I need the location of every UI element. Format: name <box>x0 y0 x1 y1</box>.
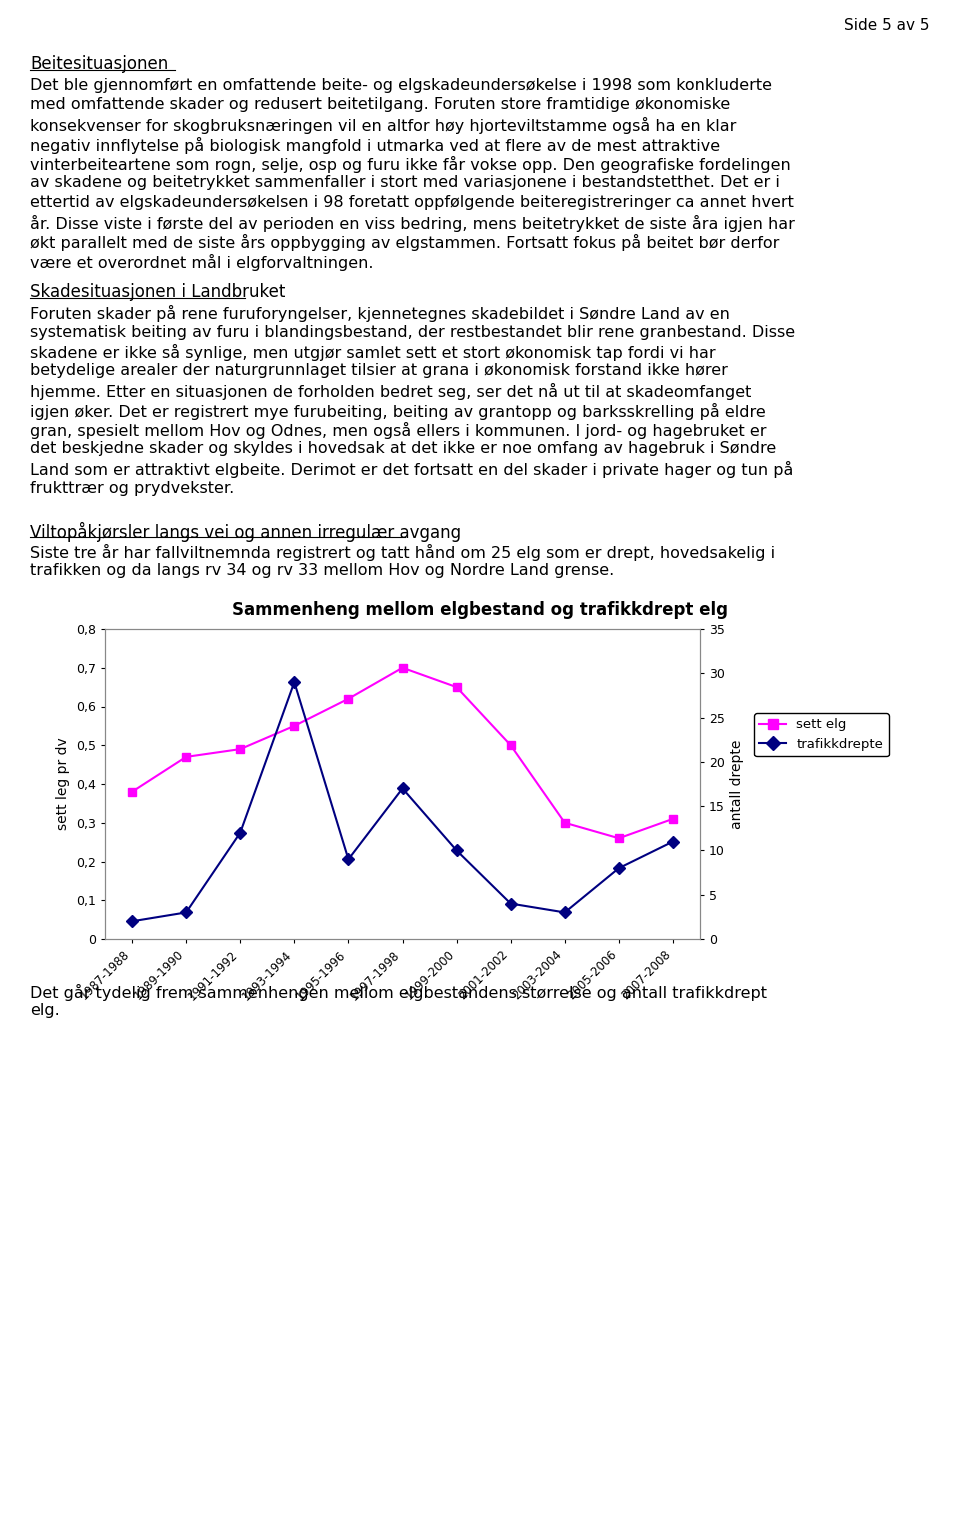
Y-axis label: antall drepte: antall drepte <box>731 740 744 829</box>
Text: vinterbeiteartene som rogn, selje, osp og furu ikke får vokse opp. Den geografis: vinterbeiteartene som rogn, selje, osp o… <box>30 156 791 172</box>
Text: Land som er attraktivt elgbeite. Derimot er det fortsatt en del skader i private: Land som er attraktivt elgbeite. Derimot… <box>30 461 793 478</box>
Text: Det ble gjennomført en omfattende beite- og elgskadeundersøkelse i 1998 som konk: Det ble gjennomført en omfattende beite-… <box>30 79 772 92</box>
Legend: sett elg, trafikkdrepte: sett elg, trafikkdrepte <box>755 713 889 756</box>
Text: gran, spesielt mellom Hov og Odnes, men også ellers i kommunen. I jord- og hageb: gran, spesielt mellom Hov og Odnes, men … <box>30 422 766 439</box>
Text: negativ innflytelse på biologisk mangfold i utmarka ved at flere av de mest attr: negativ innflytelse på biologisk mangfol… <box>30 136 720 153</box>
Text: Beitesituasjonen: Beitesituasjonen <box>30 54 168 73</box>
Text: det beskjedne skader og skyldes i hovedsak at det ikke er noe omfang av hagebruk: det beskjedne skader og skyldes i hoveds… <box>30 442 777 457</box>
Text: Foruten skader på rene furuforyngelser, kjennetegnes skadebildet i Søndre Land a: Foruten skader på rene furuforyngelser, … <box>30 306 730 322</box>
Text: frukttrær og prydvekster.: frukttrær og prydvekster. <box>30 481 234 495</box>
Text: hjemme. Etter en situasjonen de forholden bedret seg, ser det nå ut til at skade: hjemme. Etter en situasjonen de forholde… <box>30 383 752 399</box>
Text: av skadene og beitetrykket sammenfaller i stort med variasjonene i bestandstetth: av skadene og beitetrykket sammenfaller … <box>30 176 780 191</box>
Text: skadene er ikke så synlige, men utgjør samlet sett et stort økonomisk tap fordi : skadene er ikke så synlige, men utgjør s… <box>30 343 715 362</box>
Text: Siste tre år har fallviltnemnda registrert og tatt hånd om 25 elg som er drept, : Siste tre år har fallviltnemnda registre… <box>30 545 775 561</box>
Text: trafikken og da langs rv 34 og rv 33 mellom Hov og Nordre Land grense.: trafikken og da langs rv 34 og rv 33 mel… <box>30 563 614 578</box>
Text: Viltopåkjørsler langs vei og annen irregulær avgang: Viltopåkjørsler langs vei og annen irreg… <box>30 522 461 542</box>
Text: Skadesituasjonen i Landbruket: Skadesituasjonen i Landbruket <box>30 283 285 301</box>
Text: økt parallelt med de siste års oppbygging av elgstammen. Fortsatt fokus på beite: økt parallelt med de siste års oppbyggin… <box>30 235 780 251</box>
Text: Side 5 av 5: Side 5 av 5 <box>845 18 930 33</box>
Text: elg.: elg. <box>30 1003 60 1018</box>
Text: år. Disse viste i første del av perioden en viss bedring, mens beitetrykket de s: år. Disse viste i første del av perioden… <box>30 215 795 231</box>
Text: være et overordnet mål i elgforvaltningen.: være et overordnet mål i elgforvaltninge… <box>30 254 373 271</box>
Text: ettertid av elgskadeundersøkelsen i 98 foretatt oppfølgende beiteregistreringer : ettertid av elgskadeundersøkelsen i 98 f… <box>30 195 794 210</box>
Text: systematisk beiting av furu i blandingsbestand, der restbestandet blir rene gran: systematisk beiting av furu i blandingsb… <box>30 324 795 339</box>
Text: konsekvenser for skogbruksnæringen vil en altfor høy hjorteviltstamme også ha en: konsekvenser for skogbruksnæringen vil e… <box>30 117 736 135</box>
Text: Det går tydelig frem sammenhengen mellom elgbestandens størrelse og antall trafi: Det går tydelig frem sammenhengen mellom… <box>30 983 767 1002</box>
Text: igjen øker. Det er registrert mye furubeiting, beiting av grantopp og barksskrel: igjen øker. Det er registrert mye furube… <box>30 402 766 419</box>
Text: Sammenheng mellom elgbestand og trafikkdrept elg: Sammenheng mellom elgbestand og trafikkd… <box>232 601 728 619</box>
Text: betydelige arealer der naturgrunnlaget tilsier at grana i økonomisk forstand ikk: betydelige arealer der naturgrunnlaget t… <box>30 363 728 378</box>
Text: med omfattende skader og redusert beitetilgang. Foruten store framtidige økonomi: med omfattende skader og redusert beitet… <box>30 97 731 112</box>
Y-axis label: sett leg pr dv: sett leg pr dv <box>57 738 70 831</box>
